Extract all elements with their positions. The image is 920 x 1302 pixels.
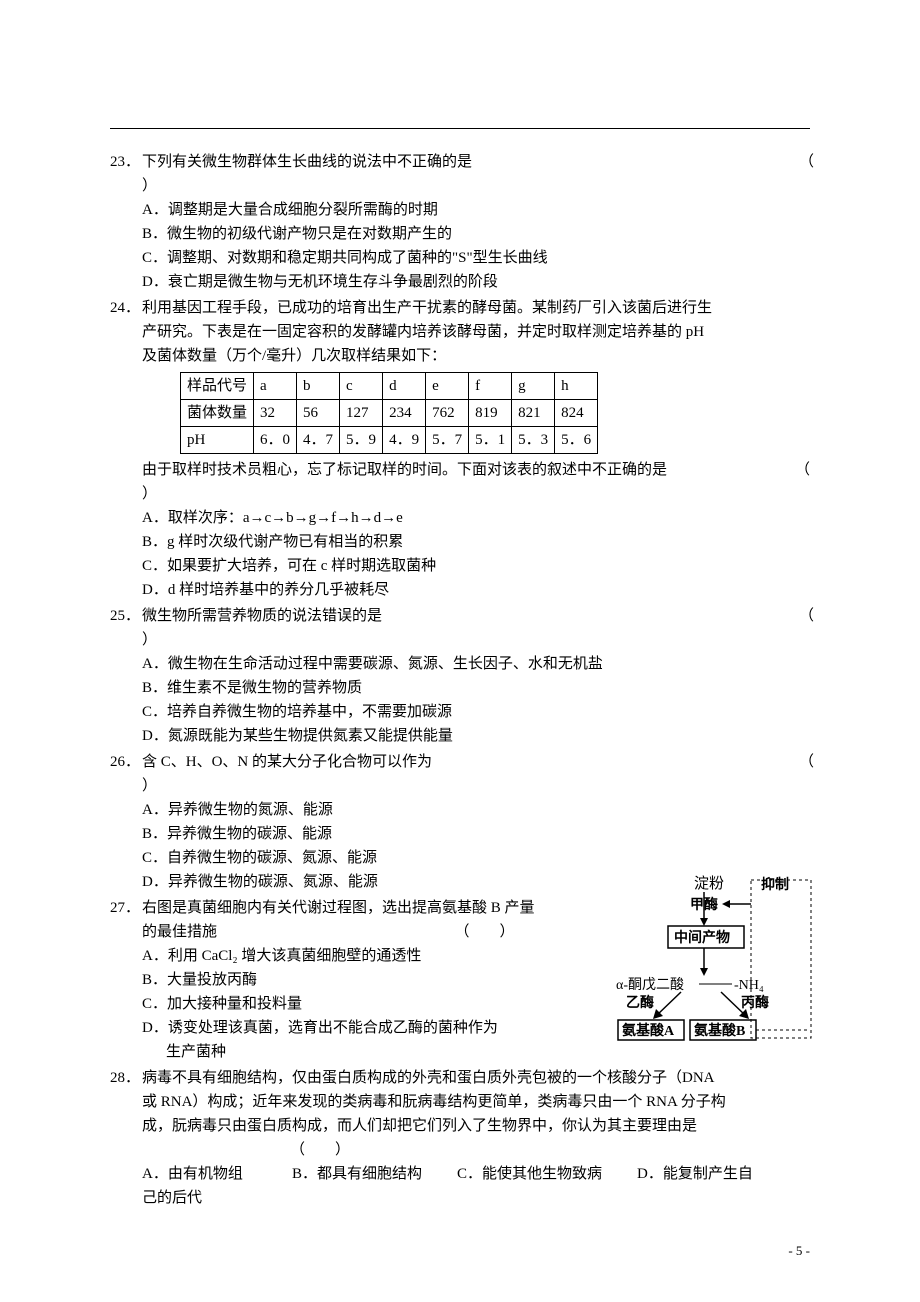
q25-num: 25． (110, 604, 142, 628)
q27-diagram: 淀粉 抑制 甲酶 中间产物 α-酮戊二酸 -NH₄ (586, 874, 818, 1044)
q24-opt-a: A．取样次序：a→c→b→g→f→h→d→e (142, 506, 810, 530)
q24-stem-l3: 及菌体数量（万个/毫升）几次取样结果如下： (110, 344, 810, 368)
q23-opt-c: C．调整期、对数期和稳定期共同构成了菌种的"S"型生长曲线 (142, 246, 810, 270)
q27-opt-c: C．加大接种量和投料量 (142, 992, 555, 1016)
th-sample: 样品代号 (181, 373, 254, 400)
question-26: 26． 含 C、H、O、N 的某大分子化合物可以作为 （ ） A．异养微生物的氮… (110, 750, 810, 894)
question-23: 23． 下列有关微生物群体生长曲线的说法中不正确的是 （ ） A．调整期是大量合… (110, 150, 810, 294)
fig-enz-c: 丙酶 (741, 994, 769, 1011)
question-25: 25． 微生物所需营养物质的说法错误的是 （ ） A．微生物在生命活动过程中需要… (110, 604, 810, 748)
q23-stem: 下列有关微生物群体生长曲线的说法中不正确的是 (142, 150, 799, 174)
question-24: 24． 利用基因工程手段，已成功的培育出生产干扰素的酵母菌。某制药厂引入该菌后进… (110, 296, 810, 602)
page-number: - 5 - (788, 1241, 810, 1262)
q27-opt-a: A．利用 CaCl₂ 增大该真菌细胞壁的通透性 (142, 944, 555, 968)
q28-stem-l2: 或 RNA）构成；近年来发现的类病毒和朊病毒结构更简单，类病毒只由一个 RNA … (110, 1090, 810, 1114)
q25-stem: 微生物所需营养物质的说法错误的是 (142, 604, 799, 628)
q23-opt-a: A．调整期是大量合成细胞分裂所需酶的时期 (142, 198, 810, 222)
q24-num: 24． (110, 296, 142, 320)
q25-opt-a: A．微生物在生命活动过程中需要碳源、氮源、生长因子、水和无机盐 (142, 652, 810, 676)
q28-opt-b: B．都具有细胞结构 (292, 1162, 457, 1186)
fig-mid: 中间产物 (674, 929, 730, 946)
fig-enz-a: 甲酶 (690, 896, 718, 913)
q24-paren-close: ） (110, 482, 810, 506)
fig-inhibit: 抑制 (761, 876, 789, 893)
table-row: 样品代号 a b c d e f g h (181, 373, 598, 400)
fig-starch: 淀粉 (694, 875, 724, 892)
q24-opt-d: D．d 样时培养基中的养分几乎被耗尽 (142, 578, 810, 602)
table-row: pH 6．0 4．7 5．9 4．9 5．7 5．1 5．3 5．6 (181, 427, 598, 454)
q24-after: 由于取样时技术员粗心，忘了标记取样的时间。下面对该表的叙述中不正确的是 (142, 462, 667, 478)
q28-stem-l3: 成，朊病毒只由蛋白质构成，而人们却把它们列入了生物界中，你认为其主要理由是 (110, 1114, 810, 1138)
q23-paren-open: （ (799, 150, 814, 174)
q25-opt-d: D．氮源既能为某些生物提供氮素又能提供能量 (142, 724, 810, 748)
q25-paren-close: ） (110, 628, 810, 652)
q27-stem-l2: 的最佳措施 (142, 924, 217, 940)
q27-opt-b: B．大量投放丙酶 (142, 968, 555, 992)
q23-num: 23． (110, 150, 142, 174)
q23-opt-b: B．微生物的初级代谢产物只是在对数期产生的 (142, 222, 810, 246)
fig-alpha: α-酮戊二酸 (616, 977, 684, 993)
q26-num: 26． (110, 750, 142, 774)
q27-num: 27． (110, 896, 142, 920)
q26-stem: 含 C、H、O、N 的某大分子化合物可以作为 (142, 750, 799, 774)
question-27: 淀粉 抑制 甲酶 中间产物 α-酮戊二酸 -NH₄ (110, 896, 810, 1064)
q25-opt-c: C．培养自养微生物的培养基中，不需要加碳源 (142, 700, 810, 724)
q28-stem-l1: 病毒不具有细胞结构，仅由蛋白质构成的外壳和蛋白质外壳包被的一个核酸分子（DNA (142, 1066, 810, 1090)
q27-paren: （ ） (455, 924, 515, 940)
q23-paren-close: ） (110, 174, 810, 198)
fig-aa-b: 氨基酸B (694, 1022, 745, 1039)
q26-opt-b: B．异养微生物的碳源、能源 (142, 822, 810, 846)
q24-stem-l1: 利用基因工程手段，已成功的培育出生产干扰素的酵母菌。某制药厂引入该菌后进行生 (142, 296, 810, 320)
q27-opt-d1: D．诱变处理该真菌，选育出不能合成乙酶的菌种作为 (142, 1016, 555, 1040)
q26-paren-close: ） (110, 774, 810, 798)
question-28: 28． 病毒不具有细胞结构，仅由蛋白质构成的外壳和蛋白质外壳包被的一个核酸分子（… (110, 1066, 810, 1210)
q25-paren-open: （ (799, 604, 814, 628)
q26-opt-c: C．自养微生物的碳源、氮源、能源 (142, 846, 810, 870)
q28-opt-d: D．能复制产生自 (637, 1162, 753, 1186)
q24-opt-b: B．g 样时次级代谢产物已有相当的积累 (142, 530, 810, 554)
table-row: 菌体数量 32 56 127 234 762 819 821 824 (181, 400, 598, 427)
q24-table: 样品代号 a b c d e f g h 菌体数量 32 56 127 234 … (180, 372, 598, 454)
q24-opt-c: C．如果要扩大培养，可在 c 样时期选取菌种 (142, 554, 810, 578)
q25-opt-b: B．维生素不是微生物的营养物质 (142, 676, 810, 700)
q26-paren-open: （ (799, 750, 814, 774)
q26-opt-a: A．异养微生物的氮源、能源 (142, 798, 810, 822)
fig-nh4: -NH₄ (734, 978, 764, 993)
q28-opt-a: A．由有机物组 (142, 1162, 292, 1186)
fig-aa-a: 氨基酸A (622, 1022, 675, 1039)
th-ph: pH (181, 427, 254, 454)
q28-opt-c: C．能使其他生物致病 (457, 1162, 637, 1186)
q27-stem-l1: 右图是真菌细胞内有关代谢过程图，选出提高氨基酸 B 产量 (142, 896, 555, 920)
q28-num: 28． (110, 1066, 142, 1090)
th-count: 菌体数量 (181, 400, 254, 427)
q27-opt-d2: 生产菌种 (142, 1040, 555, 1064)
q24-paren-open: （ (795, 458, 810, 482)
q28-tail: 己的后代 (110, 1186, 810, 1210)
q23-opt-d: D．衰亡期是微生物与无机环境生存斗争最剧烈的阶段 (142, 270, 810, 294)
top-rule (110, 128, 810, 129)
q24-stem-l2: 产研究。下表是在一固定容积的发酵罐内培养该酵母菌，并定时取样测定培养基的 pH (110, 320, 810, 344)
fig-enz-b: 乙酶 (626, 994, 654, 1011)
q28-paren: （ ） (110, 1138, 810, 1162)
